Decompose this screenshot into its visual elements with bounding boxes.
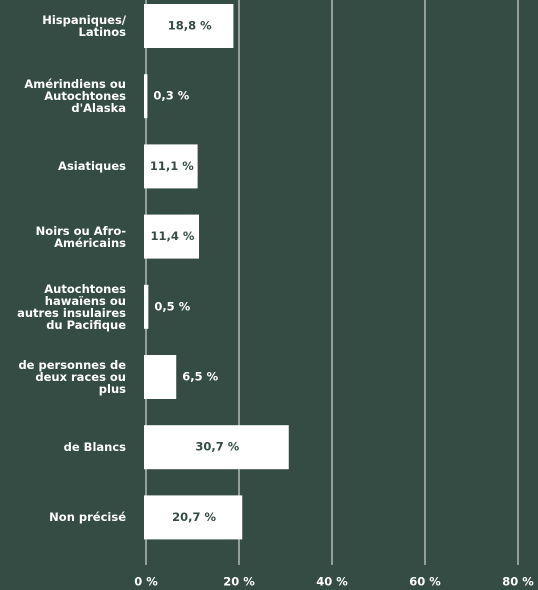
bar <box>144 4 234 48</box>
category-label: Noirs ou Afro-Américains <box>35 223 126 250</box>
category-label: Autochtones hawaïens ou autres insulaire… <box>17 281 126 332</box>
bar <box>144 284 149 329</box>
category-label: Amérindiens ou Autochtones d'Alaska <box>24 77 126 116</box>
category-label: de personnes de deux races ou plus <box>18 358 126 396</box>
data-label: 11,4 % <box>151 229 195 243</box>
category-label: Non précisé <box>49 510 126 525</box>
data-label: 11,1 % <box>150 159 194 173</box>
bar <box>144 74 148 119</box>
data-label: 0,3 % <box>153 89 189 103</box>
x-tick-label: 0 % <box>134 575 158 589</box>
bar <box>144 355 177 399</box>
x-tick-label: 60 % <box>409 575 441 589</box>
bar <box>144 495 243 540</box>
x-tick-label: 80 % <box>502 575 534 589</box>
data-label: 18,8 % <box>168 19 212 33</box>
category-label: Asiatiques <box>58 159 126 174</box>
data-label: 30,7 % <box>195 440 239 454</box>
data-label: 20,7 % <box>172 510 216 524</box>
bar <box>144 214 200 259</box>
category-label: Hispaniques/ Latinos <box>42 13 126 39</box>
data-label: 0,5 % <box>154 299 190 313</box>
data-label: 6,5 % <box>182 370 218 384</box>
x-tick-label: 20 % <box>223 575 255 589</box>
bar <box>144 425 289 470</box>
x-tick-label: 40 % <box>316 575 348 589</box>
category-label: de Blancs <box>63 440 126 455</box>
bar <box>144 144 198 189</box>
